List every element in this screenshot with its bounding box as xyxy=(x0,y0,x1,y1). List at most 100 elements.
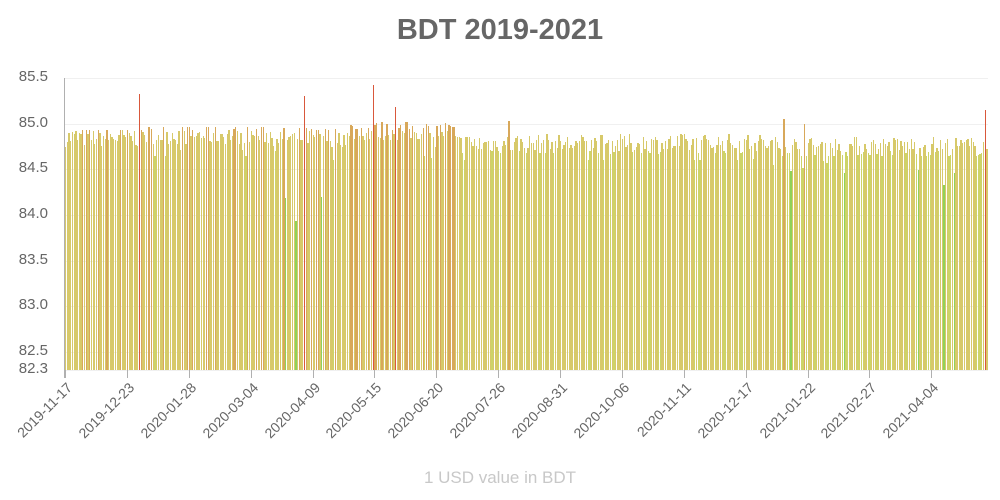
bar xyxy=(130,135,132,370)
bar xyxy=(455,136,457,370)
bar xyxy=(865,149,868,370)
bar xyxy=(350,125,352,370)
bar xyxy=(463,160,466,370)
bar xyxy=(795,141,797,370)
bar xyxy=(333,160,335,370)
bar xyxy=(269,131,271,370)
bar xyxy=(327,129,330,370)
y-tick-label: 85.0 xyxy=(18,113,48,131)
bar xyxy=(123,134,125,370)
bar xyxy=(613,151,615,370)
bar xyxy=(66,141,68,370)
bar xyxy=(83,144,86,370)
bar xyxy=(883,139,885,370)
bar xyxy=(272,145,275,370)
bar xyxy=(202,136,204,370)
bar xyxy=(951,149,954,370)
bar xyxy=(164,155,166,370)
bar xyxy=(938,151,940,370)
bar xyxy=(314,136,316,370)
bar xyxy=(114,140,117,370)
bar xyxy=(391,129,393,370)
bar xyxy=(690,144,692,370)
bar xyxy=(936,148,938,370)
bar xyxy=(757,141,759,370)
bar xyxy=(180,149,182,370)
bar xyxy=(185,143,187,370)
bar xyxy=(821,141,823,370)
bar xyxy=(195,136,197,370)
bar xyxy=(109,134,111,370)
bar xyxy=(207,127,209,370)
bar xyxy=(575,140,577,370)
bar xyxy=(886,146,888,370)
plot-area xyxy=(65,78,988,370)
bar xyxy=(245,155,247,370)
bar xyxy=(162,127,165,370)
bar xyxy=(513,142,515,370)
bar xyxy=(181,127,184,370)
bar xyxy=(912,149,914,370)
bar xyxy=(687,140,689,370)
bar xyxy=(725,152,727,370)
bar xyxy=(561,148,563,370)
bar xyxy=(566,136,569,370)
bar xyxy=(759,135,761,370)
bar xyxy=(915,154,918,370)
bar xyxy=(219,134,221,370)
x-tick-mark xyxy=(931,370,933,378)
bar xyxy=(169,140,172,370)
bar xyxy=(919,148,921,370)
bar xyxy=(439,124,441,370)
bar xyxy=(355,128,357,370)
bar xyxy=(735,147,737,370)
bar xyxy=(931,143,933,370)
bar xyxy=(884,144,887,370)
x-tick-mark xyxy=(188,370,190,378)
bar xyxy=(625,146,627,370)
bar xyxy=(908,148,911,370)
bar xyxy=(962,142,964,370)
bar xyxy=(274,151,276,370)
bar xyxy=(800,155,802,370)
bar xyxy=(970,137,973,370)
bar xyxy=(836,149,838,370)
bar xyxy=(310,128,313,370)
bar xyxy=(718,137,720,370)
x-tick-mark xyxy=(126,370,128,378)
bar xyxy=(707,139,710,370)
bar xyxy=(814,155,816,370)
bar xyxy=(224,144,227,370)
bar xyxy=(847,155,849,370)
bar xyxy=(307,143,309,370)
bar xyxy=(587,160,589,370)
bar xyxy=(608,139,610,370)
x-tick-mark xyxy=(807,370,809,378)
bar xyxy=(377,137,380,370)
y-tick-label: 82.5 xyxy=(18,341,48,359)
bar xyxy=(627,145,629,370)
bar-notable xyxy=(943,184,945,370)
bar xyxy=(230,139,232,370)
bar xyxy=(793,139,796,370)
bar xyxy=(309,131,311,370)
bar xyxy=(346,133,349,370)
bar xyxy=(389,140,392,370)
bar xyxy=(905,152,907,370)
bar xyxy=(597,153,600,370)
bar xyxy=(850,144,852,370)
bar xyxy=(855,137,857,370)
bar xyxy=(413,132,416,370)
bar xyxy=(896,139,899,370)
bar xyxy=(462,152,464,370)
bar xyxy=(848,143,851,370)
bar xyxy=(523,147,526,370)
bar xyxy=(606,143,608,370)
bar xyxy=(217,141,220,370)
bar xyxy=(197,133,199,370)
bar xyxy=(302,140,304,370)
bar xyxy=(860,153,863,370)
bar xyxy=(697,153,699,370)
bar xyxy=(611,141,613,370)
bar xyxy=(99,132,101,370)
